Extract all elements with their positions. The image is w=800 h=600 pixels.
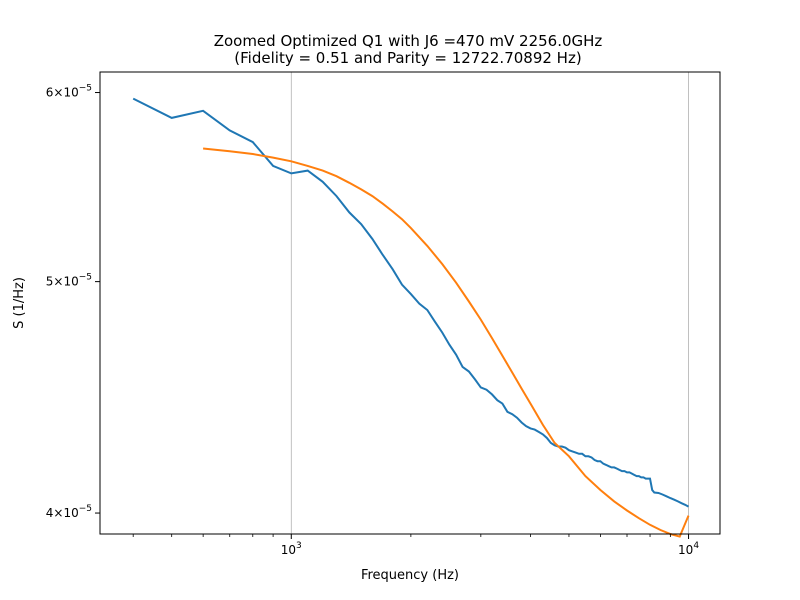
chart-title-line-1: Zoomed Optimized Q1 with J6 =470 mV 2256… [214,32,603,50]
y-axis-ticks: 6×10−5 5×10−5 4×10−5 [46,84,100,520]
x-axis-ticks: 103 104 [132,534,699,557]
grid-lines [290,72,689,534]
series-layer [132,97,690,538]
y-tick-label: 6×10−5 [46,84,92,100]
series-line-orange [202,147,690,538]
y-tick-label: 4×10−5 [46,504,92,520]
y-axis-label: S (1/Hz) [12,277,27,329]
x-tick-label: 103 [281,541,302,557]
x-tick-label: 104 [678,541,699,557]
y-tick-label: 5×10−5 [46,273,92,289]
series-line-blue [132,97,689,508]
plot-area [99,71,721,535]
x-axis-label: Frequency (Hz) [361,568,459,583]
chart-title-line-2: (Fidelity = 0.51 and Parity = 12722.7089… [234,49,581,67]
